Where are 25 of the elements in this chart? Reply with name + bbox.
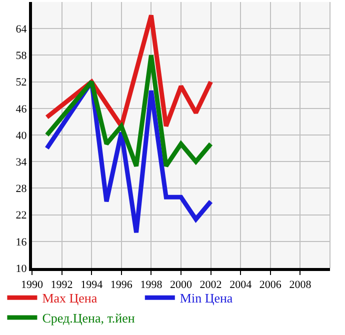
y-tick-label: 34 bbox=[16, 156, 28, 168]
legend-label: Min Цена bbox=[180, 290, 233, 306]
x-tick-label: 1996 bbox=[110, 279, 133, 292]
x-tick-label: 2004 bbox=[230, 279, 252, 292]
x-tick-label: 2008 bbox=[289, 279, 312, 292]
x-tick-label: 1990 bbox=[21, 279, 44, 292]
y-tick-label: 28 bbox=[16, 183, 28, 196]
legend-label: Max Цена bbox=[42, 290, 98, 306]
y-tick-label: 58 bbox=[16, 50, 28, 62]
y-tick-label: 40 bbox=[16, 130, 28, 142]
x-tick-label: 1992 bbox=[50, 279, 73, 292]
legend-label: Сред.Цена, т.йен bbox=[42, 310, 135, 326]
y-tick-label: 46 bbox=[16, 103, 28, 116]
x-tick-label: 1998 bbox=[140, 279, 163, 292]
y-tick-label: 10 bbox=[16, 262, 28, 275]
y-tick-label: 64 bbox=[16, 23, 28, 36]
line-series bbox=[44, 13, 214, 128]
y-tick-label: 22 bbox=[16, 210, 27, 222]
line-series bbox=[44, 52, 214, 168]
x-tick-label: 2000 bbox=[170, 279, 192, 292]
x-tick-label: 2006 bbox=[259, 279, 282, 292]
y-tick-label: 16 bbox=[16, 236, 28, 248]
x-tick-label: 2002 bbox=[200, 279, 222, 292]
y-tick-label: 52 bbox=[16, 76, 27, 89]
x-tick-label: 1994 bbox=[80, 279, 104, 292]
